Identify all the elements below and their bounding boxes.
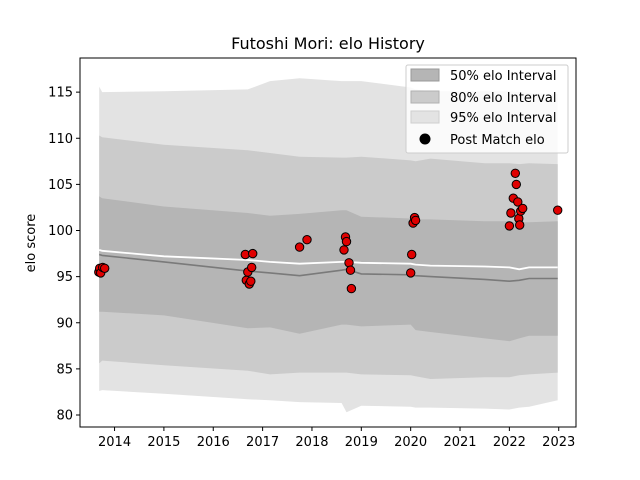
post-match-point-24 <box>410 215 421 226</box>
post-match-point-25 <box>504 221 515 231</box>
x-tick-label-2022: 2022 <box>493 435 526 450</box>
plot-area <box>94 78 563 413</box>
y-tick-label-80: 80 <box>56 409 73 424</box>
post-match-point-16 <box>341 236 352 247</box>
y-tick-label-95: 95 <box>56 270 73 285</box>
y-tick-label-105: 105 <box>48 178 73 193</box>
band-50-interval <box>99 196 558 342</box>
x-tick-label-2016: 2016 <box>197 435 230 450</box>
post-match-point-10 <box>247 262 257 273</box>
post-match-point-21 <box>407 249 417 260</box>
post-match-point-26 <box>506 208 516 218</box>
prior-elo-line <box>98 249 558 271</box>
legend-swatch-80 <box>410 90 440 104</box>
legend: 50% elo Interval 80% elo Interval 95% el… <box>405 64 569 154</box>
post-match-point-11 <box>248 248 258 259</box>
legend-swatch-50 <box>410 68 440 82</box>
post-match-point-34 <box>518 203 528 214</box>
post-match-point-14 <box>339 245 349 255</box>
post-match-point-30 <box>513 197 523 207</box>
legend-box <box>405 64 569 154</box>
post-match-point-29 <box>511 179 521 190</box>
x-tick-label-2017: 2017 <box>246 435 279 450</box>
x-tick-label-2015: 2015 <box>147 435 180 450</box>
post-match-point-35 <box>553 205 563 215</box>
post-match-point-20 <box>406 268 416 278</box>
x-tick-label-2019: 2019 <box>345 435 378 450</box>
y-tick-label-90: 90 <box>56 316 73 331</box>
mean-elo-line <box>98 253 558 283</box>
post-match-point-19 <box>346 283 357 294</box>
legend-swatch-95 <box>410 110 440 124</box>
post-match-point-12 <box>294 242 305 252</box>
post-match-point-4 <box>100 263 110 273</box>
y-tick-label-110: 110 <box>48 132 73 147</box>
axes: 2014 2015 2016 2017 2018 2019 2020 2021 2022 2023… <box>48 57 577 450</box>
post-match-point-18 <box>345 265 356 275</box>
x-tick-label-2018: 2018 <box>295 435 328 450</box>
axes-frame <box>79 57 577 428</box>
post-match-point-9 <box>246 276 256 286</box>
legend-label-50: 50% elo Interval <box>450 69 557 84</box>
y-axis-label: elo score <box>24 214 39 273</box>
legend-label-80: 80% elo Interval <box>450 91 557 106</box>
x-tick-label-2023: 2023 <box>542 435 575 450</box>
x-tick-label-2020: 2020 <box>394 435 427 450</box>
chart-title: Futoshi Mori: elo History <box>231 34 425 53</box>
legend-marker-post-match <box>419 133 431 145</box>
post-match-point-13 <box>302 235 312 245</box>
legend-label-post-match: Post Match elo <box>450 133 545 148</box>
x-tick-label-2014: 2014 <box>98 435 131 450</box>
x-tick-label-2021: 2021 <box>443 435 476 450</box>
post-match-point-28 <box>510 168 520 179</box>
y-tick-label-85: 85 <box>56 362 73 377</box>
legend-label-95: 95% elo Interval <box>450 111 557 126</box>
y-tick-label-115: 115 <box>48 86 73 101</box>
y-tick-label-100: 100 <box>48 224 73 239</box>
post-match-point-32 <box>515 220 525 230</box>
